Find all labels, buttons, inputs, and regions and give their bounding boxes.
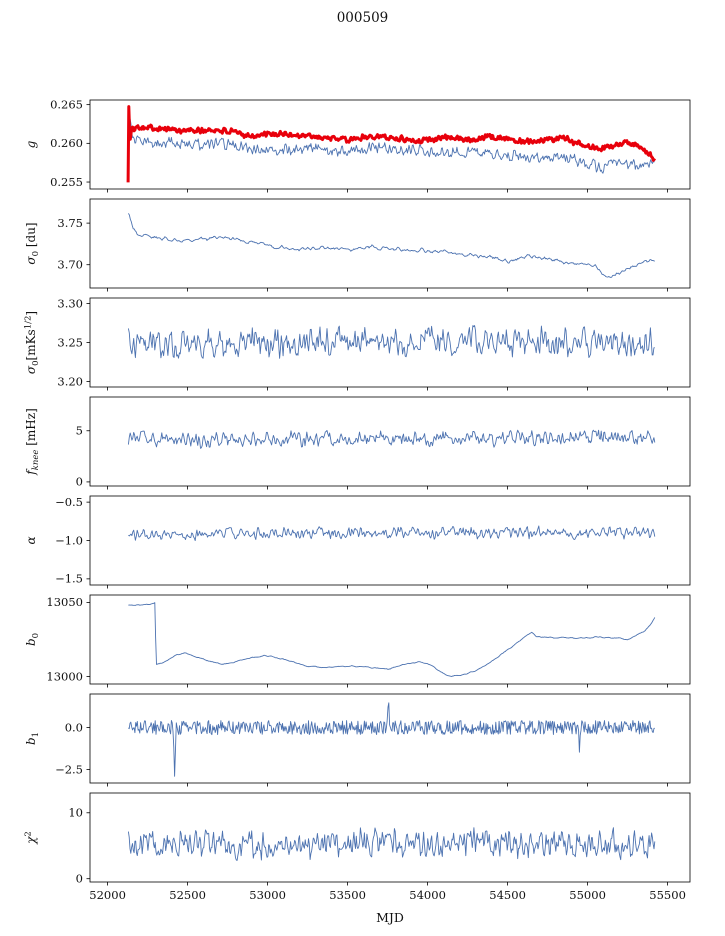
y-tick-label: 0 xyxy=(76,871,83,885)
x-tick-label: 54000 xyxy=(409,888,446,902)
y-tick-label: 3.75 xyxy=(57,216,83,230)
panel-4: −0.5 −1.0 −1.5 α xyxy=(24,495,691,589)
y-tick-label: 3.30 xyxy=(57,296,83,310)
panel-frame xyxy=(89,693,691,784)
panel-frame xyxy=(89,198,691,289)
y-tick-label: 13050 xyxy=(46,595,83,609)
y-tick-label: 0.255 xyxy=(50,175,83,189)
panel-5: 13000 13050 b0 xyxy=(24,594,691,688)
x-tick-label: 52000 xyxy=(89,888,126,902)
panel-frame xyxy=(89,594,691,685)
x-tick-label: 52500 xyxy=(169,888,206,902)
y-tick-label: 10 xyxy=(68,806,83,820)
y-axis-label: g xyxy=(24,140,38,148)
x-axis-label: MJD xyxy=(376,910,404,925)
series-gain-blue xyxy=(127,117,656,174)
y-tick-label: 5 xyxy=(76,424,83,438)
series-sigma0-du xyxy=(128,213,655,278)
y-tick-label: −2.5 xyxy=(55,762,83,776)
y-tick-label: 0.265 xyxy=(50,97,83,111)
y-axis-label: χ2 xyxy=(24,831,39,845)
panel-frame xyxy=(89,792,691,883)
x-tick-label: 55500 xyxy=(649,888,686,902)
y-tick-label: −1.5 xyxy=(55,572,83,586)
series-b1 xyxy=(128,702,655,777)
series-fknee xyxy=(127,429,656,449)
panel-2: 3.20 3.25 3.30 σ0[mKs1/2] xyxy=(24,296,691,391)
y-tick-label: 0 xyxy=(76,475,83,489)
y-axis-label: b1 xyxy=(24,732,41,745)
y-tick-label: 3.70 xyxy=(57,258,83,272)
panel-frame xyxy=(89,396,691,487)
x-tick-label: 55000 xyxy=(569,888,606,902)
series-sigma0-mks xyxy=(127,325,655,359)
series-gain-red xyxy=(126,105,657,183)
series-chi2 xyxy=(127,827,656,861)
y-tick-label: 3.25 xyxy=(57,335,83,349)
panel-frame xyxy=(89,99,691,190)
panel-frame xyxy=(89,495,691,586)
series-alpha xyxy=(128,525,656,542)
y-tick-label: 13000 xyxy=(46,669,83,683)
panel-6: 0.0 −2.5 b1 xyxy=(24,693,691,787)
y-axis-label: σ0 [du] xyxy=(24,222,41,264)
y-tick-label: −0.5 xyxy=(55,495,83,509)
y-axis-label: b0 xyxy=(24,633,41,646)
x-tick-label: 53000 xyxy=(249,888,286,902)
series-b0 xyxy=(128,602,656,677)
panel-1: 3.70 3.75 σ0 [du] xyxy=(24,198,691,292)
x-tick-label: 54500 xyxy=(489,888,526,902)
y-tick-label: 0.260 xyxy=(50,136,83,150)
y-tick-label: 0.0 xyxy=(65,720,83,734)
chart-title: 000509 xyxy=(336,10,389,26)
y-axis-label: σ0[mKs1/2] xyxy=(24,311,42,374)
panel-3: 0 5 fknee [mHz] xyxy=(24,396,691,490)
y-tick-label: −1.0 xyxy=(55,533,83,547)
y-axis-label: α xyxy=(24,536,38,544)
y-tick-label: 3.20 xyxy=(57,374,83,388)
x-tick-label: 53500 xyxy=(329,888,366,902)
panel-0: 0.255 0.260 0.265 g xyxy=(24,97,691,193)
panel-7: 0 10 52000 52500 53000 53500 54000 54500 55000 55… xyxy=(24,792,691,902)
y-axis-label: fknee [mHz] xyxy=(24,408,41,475)
